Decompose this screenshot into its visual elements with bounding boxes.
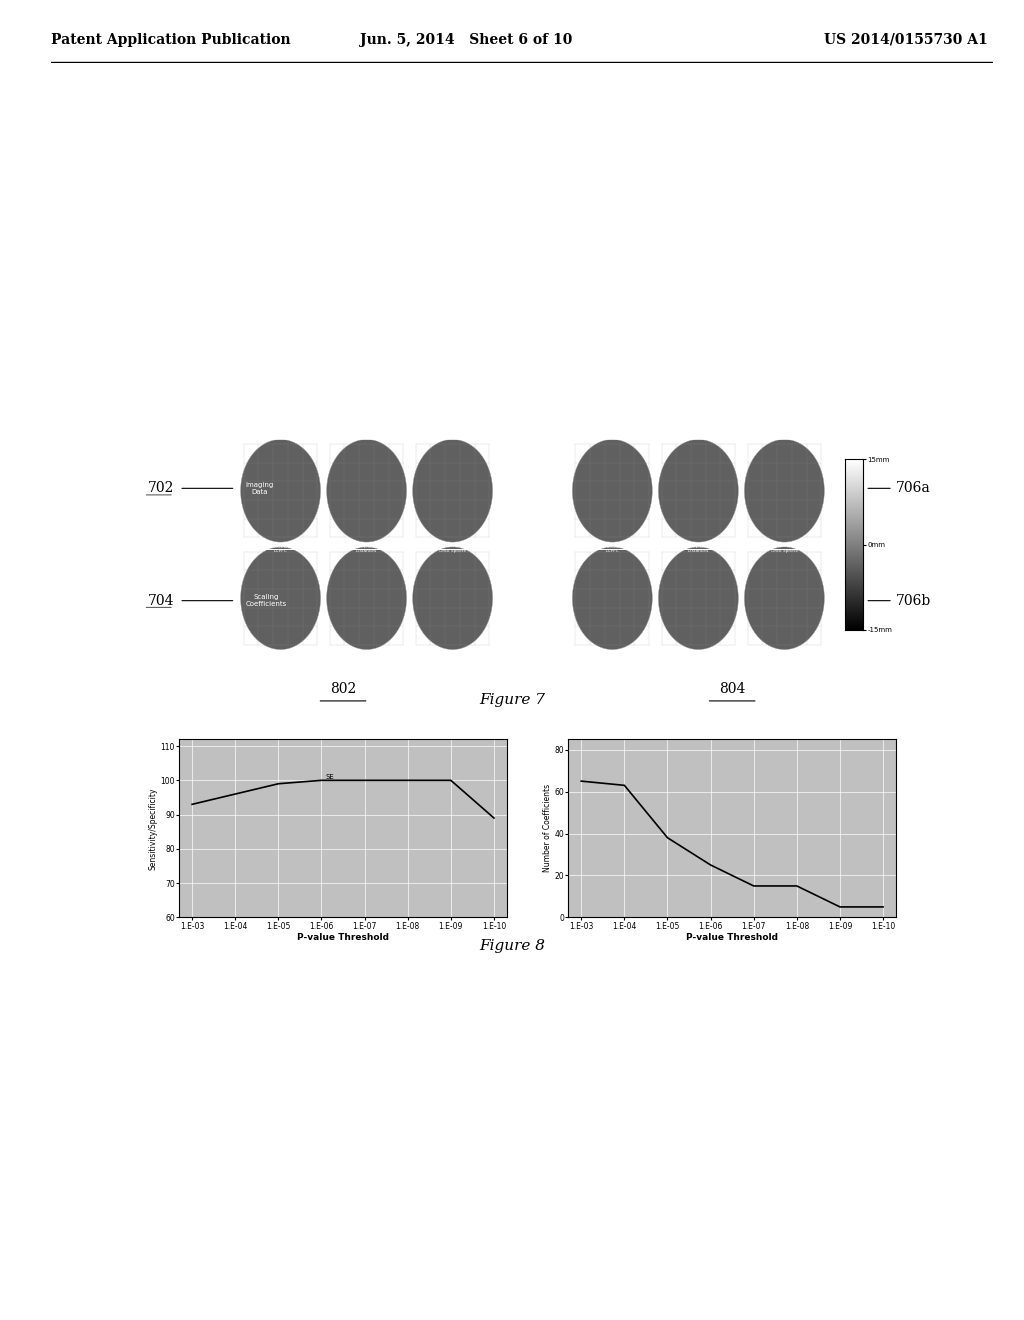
Ellipse shape <box>413 440 493 543</box>
Text: Color Encoded
Distances: Color Encoded Distances <box>351 544 382 553</box>
Text: Protrusion: Protrusion <box>359 430 392 434</box>
Ellipse shape <box>572 440 652 543</box>
Text: 2562 Vertices: 2562 Vertices <box>597 657 628 661</box>
Text: 706b: 706b <box>896 594 931 607</box>
Text: Jun. 5, 2014   Sheet 6 of 10: Jun. 5, 2014 Sheet 6 of 10 <box>359 33 571 46</box>
Text: 162 Vertices: 162 Vertices <box>771 657 798 661</box>
Ellipse shape <box>413 546 493 649</box>
Ellipse shape <box>241 440 321 543</box>
Text: Figure 8: Figure 8 <box>479 940 545 953</box>
X-axis label: P-value Threshold: P-value Threshold <box>686 933 778 942</box>
Y-axis label: Sensitivity/Specificity: Sensitivity/Specificity <box>148 787 158 870</box>
Ellipse shape <box>572 546 652 649</box>
Text: 704: 704 <box>147 594 174 607</box>
X-axis label: P-value Threshold: P-value Threshold <box>297 933 389 942</box>
Text: Indentation at
DLPFC: Indentation at DLPFC <box>597 544 628 553</box>
Y-axis label: Number of Coefficients: Number of Coefficients <box>543 784 552 873</box>
Text: Figure 7: Figure 7 <box>479 693 545 706</box>
Text: 2562 Vertices: 2562 Vertices <box>265 657 296 661</box>
Text: US 2014/0155730 A1: US 2014/0155730 A1 <box>823 33 987 46</box>
Ellipse shape <box>327 440 407 543</box>
Text: SE: SE <box>326 774 335 780</box>
Text: Distances Mapped
Onto Sphere: Distances Mapped Onto Sphere <box>764 544 805 553</box>
Text: Color Encoded
Distances: Color Encoded Distances <box>683 544 714 553</box>
Text: 642 Vertices: 642 Vertices <box>353 657 380 661</box>
Ellipse shape <box>744 546 824 649</box>
Ellipse shape <box>241 546 321 649</box>
Ellipse shape <box>658 440 738 543</box>
Ellipse shape <box>658 546 738 649</box>
Ellipse shape <box>744 440 824 543</box>
Text: 706a: 706a <box>896 482 931 495</box>
Text: 162 Vertices: 162 Vertices <box>439 657 466 661</box>
Text: Patent Application Publication: Patent Application Publication <box>51 33 291 46</box>
Text: Imaging
Data: Imaging Data <box>246 482 274 495</box>
Text: 642 Vertices: 642 Vertices <box>685 657 712 661</box>
Text: 802: 802 <box>330 681 356 696</box>
Text: Protrusion at
DLPFC: Protrusion at DLPFC <box>267 544 294 553</box>
Text: 702: 702 <box>147 482 174 495</box>
Ellipse shape <box>327 546 407 649</box>
Text: Scaling
Coefficients: Scaling Coefficients <box>246 594 287 607</box>
Text: Distances Mapped
Onto Sphere: Distances Mapped Onto Sphere <box>432 544 473 553</box>
Text: Indentation: Indentation <box>671 430 708 434</box>
Text: 804: 804 <box>719 681 745 696</box>
